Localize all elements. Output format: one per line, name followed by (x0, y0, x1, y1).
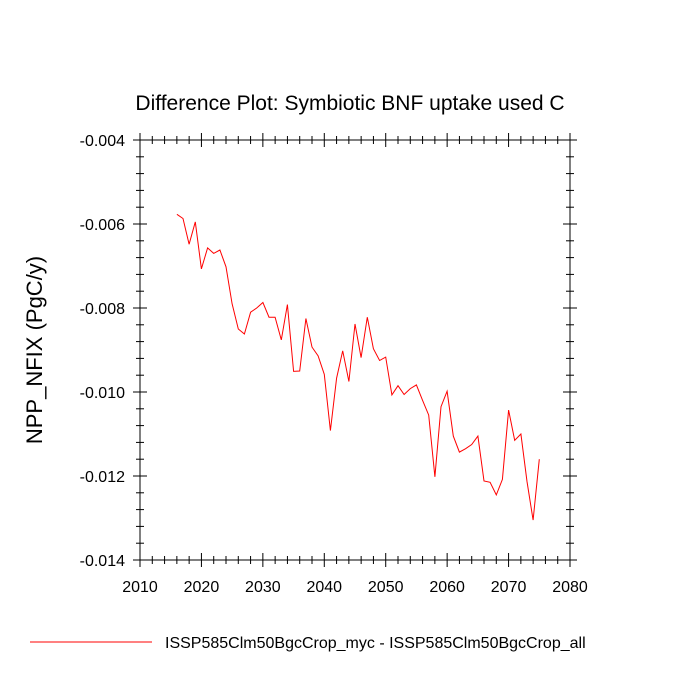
chart-title: Difference Plot: Symbiotic BNF uptake us… (135, 92, 564, 115)
x-tick-label: 2060 (429, 579, 465, 596)
y-tick-label: -0.014 (80, 553, 125, 570)
series-group (176, 213, 540, 521)
plot-frame (139, 139, 571, 561)
y-tick-label: -0.008 (80, 301, 125, 318)
legend-label: ISSP585Clm50BgcCrop_myc - ISSP585Clm50Bg… (165, 635, 586, 652)
y-axis-label: NPP_NFIX (PgC/y) (22, 256, 47, 444)
y-tick-label: -0.010 (80, 385, 125, 402)
y-tick-label: -0.004 (80, 133, 125, 150)
y-tick-label: -0.012 (80, 469, 125, 486)
y-tick-labels: -0.014 -0.012 -0.010 -0.008 -0.006 -0.004 (80, 133, 125, 570)
x-tick-label: 2020 (184, 579, 220, 596)
x-tick-labels: 2010 2020 2030 2040 2050 2060 2070 2080 (122, 579, 588, 596)
x-tick-label: 2050 (368, 579, 404, 596)
series-line (176, 213, 540, 521)
x-tick-label: 2080 (552, 579, 588, 596)
x-axis-ticks (139, 133, 571, 567)
y-tick-label: -0.006 (80, 217, 125, 234)
x-tick-label: 2010 (122, 579, 158, 596)
x-tick-label: 2070 (491, 579, 527, 596)
x-tick-label: 2040 (306, 579, 342, 596)
x-tick-label: 2030 (245, 579, 281, 596)
y-axis-ticks (133, 139, 577, 561)
